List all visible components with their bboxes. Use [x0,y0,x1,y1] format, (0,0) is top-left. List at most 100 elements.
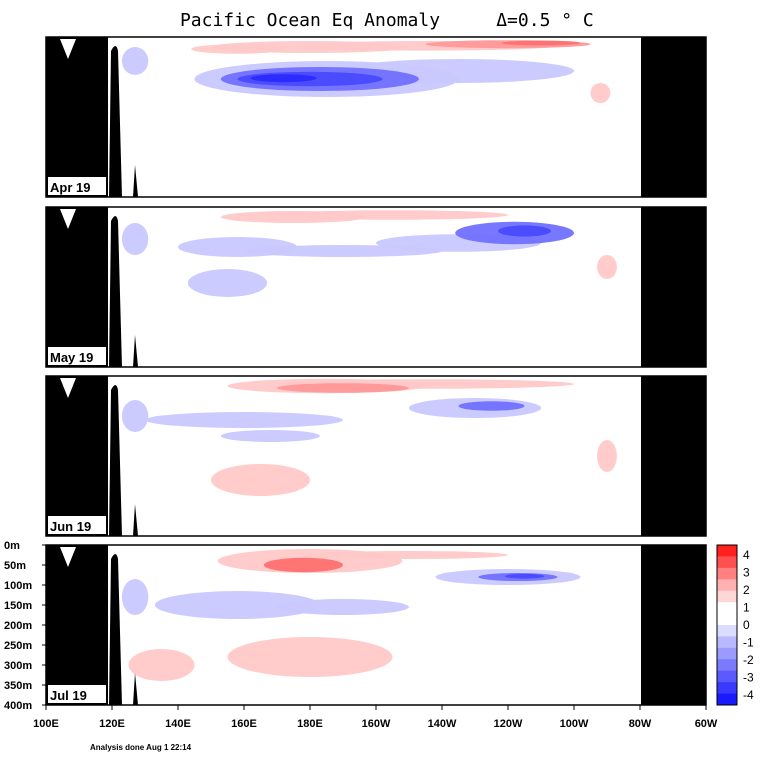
depth-tick-label: 400m [4,700,32,712]
month-label: Apr 19 [50,180,90,195]
depth-tick-label: 300m [4,660,32,672]
panel-apr-19: Apr 19 [45,36,707,198]
depth-tick-label: 0m [4,540,20,552]
lon-tick-label: 140W [428,718,457,730]
month-label-bg [48,516,106,534]
land-gap [60,209,76,229]
depth-tick-label: 150m [4,600,32,612]
land-mask-americas [641,545,706,705]
anomaly-cell [145,412,343,428]
colorbar-swatch [717,682,737,695]
lon-tick-label: 100W [560,718,589,730]
colorbar-swatch [717,647,737,660]
colorbar-swatch [717,556,737,569]
anomaly-cell [498,225,551,237]
panel-may-19: May 19 [45,206,707,368]
colorbar-swatch [717,613,737,626]
colorbar-swatch [717,693,737,706]
anomaly-cell [597,440,617,472]
anomaly-cell [277,210,508,220]
colorbar-swatch [717,590,737,603]
lon-tick-label: 120E [99,718,125,730]
anomaly-cell [187,269,268,297]
colorbar-swatch [717,567,737,580]
month-label-bg [48,685,106,703]
colorbar-label: -3 [743,671,754,685]
anomaly-cell [458,401,525,411]
depth-tick-label: 50m [4,560,26,572]
month-label-bg [48,347,106,365]
contour-interval-label: Δ=0.5 ° C [496,10,594,31]
panel-jul-19: Jul 19 [45,544,707,706]
colorbar-swatch [717,659,737,672]
colorbar-swatch [717,636,737,649]
colorbar-label: 4 [743,548,750,562]
panel-frame [45,206,707,368]
colorbar-label: 0 [743,618,750,632]
panel-frame [45,375,707,537]
colorbar-swatch [717,545,737,557]
anomaly-cell [121,47,149,75]
anomaly-cell [128,649,195,681]
land-mask-ridge [133,673,138,705]
colorbar-label: 2 [743,583,750,597]
month-label-bg [48,177,106,195]
depth-tick-label: 250m [4,640,32,652]
colorbar-swatch [717,579,737,592]
colorbar-label: 1 [743,601,750,615]
lon-tick-label: 100E [33,718,59,730]
panel-background [46,207,706,367]
lon-tick-label: 160E [231,718,257,730]
land-mask-ridge [133,335,138,367]
land-mask-asia [46,37,108,197]
panel-frame [45,36,707,198]
land-mask-asia [46,376,108,536]
depth-tick-label: 350m [4,680,32,692]
anomaly-cell [121,579,149,615]
analysis-footnote: Analysis done Aug 1 22:14 [90,743,192,752]
panels-group: Apr 19 May 19 Jun 19 Jul 19 [45,36,707,706]
depth-tick-label: 200m [4,620,32,632]
anomaly-cell [597,255,617,279]
lon-tick-label: 60W [695,718,718,730]
anomaly-contours [121,549,581,681]
colorbar-label: -1 [743,636,754,650]
anomaly-cell [277,599,409,615]
land-mask-americas [641,37,706,197]
panel-background [46,376,706,536]
lon-tick-label: 120W [494,718,523,730]
lon-tick-label: 140E [165,718,191,730]
anomaly-cell [277,383,409,393]
anomaly-cell [263,557,343,573]
colorbar-label: -4 [743,688,754,702]
anomaly-cell [590,83,611,103]
anomaly-cell [211,464,310,496]
anomaly-cell [154,591,320,619]
longitude-axis: 100E 120E 140E 160E 180E 160W 140W 120W 100W 80W 6… [33,705,718,730]
land-mask-americas [641,207,706,367]
land-mask-ridge [133,504,138,536]
land-mask-americas [641,376,706,536]
colorbar-swatch [717,602,737,615]
month-label: Jul 19 [50,688,87,703]
anomaly-contours [121,378,617,496]
anomaly-cell [121,400,149,432]
month-label: May 19 [50,350,93,365]
month-label: Jun 19 [50,519,91,534]
panel-jun-19: Jun 19 [45,375,707,537]
land-mask-island [109,216,122,367]
depth-axis: 0m 50m 100m 150m 200m 250m 300m 350m 400m [4,540,46,712]
anomaly-contours [121,40,611,103]
land-mask-ridge [133,165,138,197]
depth-tick-label: 100m [4,580,32,592]
anomaly-cell [227,637,393,677]
colorbar-swatch [717,670,737,683]
colorbar: 4 3 2 1 0 -1 -2 -3 -4 [716,544,754,706]
colorbar-swatch [717,625,737,637]
land-mask-asia [46,545,108,705]
land-mask-asia [46,207,108,367]
anomaly-cell [220,430,320,442]
land-mask-island [109,46,122,197]
anomaly-cell [250,74,317,83]
